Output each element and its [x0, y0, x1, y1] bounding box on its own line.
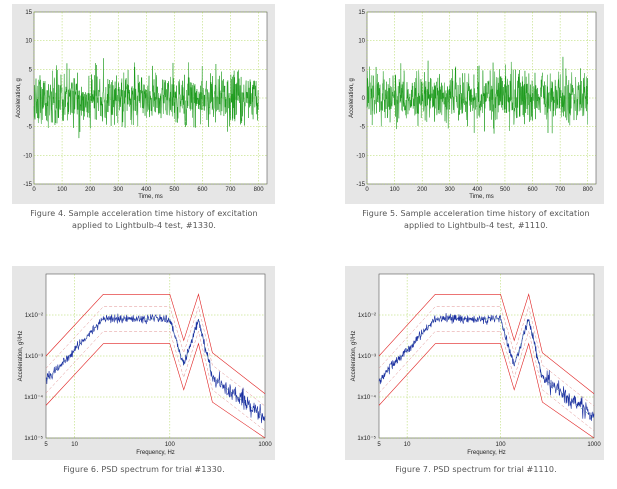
acceleration-series-line [33, 58, 259, 139]
x-tick-label: 5 [377, 442, 381, 448]
x-tick-label: 500 [500, 187, 511, 193]
figure-7-psd-chart: 5 10 100 1000 1x10⁻² 1x10⁻³ 1x10⁻⁴ 1x10⁻⁵ Freque… [351, 273, 601, 456]
y-tick-label: 1x10⁻⁴ [357, 394, 376, 401]
y-tick-label: 0 [29, 96, 33, 102]
y-axis-label: Acceleration, g [16, 78, 22, 118]
x-tick-label: 500 [169, 187, 180, 193]
figure-5-panel: 0 100 200 300 400 500 600 700 800 -15 -10 -5 0 5 10 15 T… [345, 4, 604, 204]
figure-5-caption-line-1: Figure 5. Sample acceleration time histo… [362, 209, 590, 218]
y-tick-label: 15 [25, 10, 32, 16]
y-tick-label: 1x10⁻⁵ [357, 435, 376, 442]
y-tick-label: -5 [27, 125, 33, 131]
figure-6-psd-chart: 5 10 100 1000 1x10⁻² 1x10⁻³ 1x10⁻⁴ 1x10⁻⁵ Freque… [18, 273, 272, 456]
figure-6-caption: Figure 6. PSD spectrum for trial #1330. [0, 464, 294, 476]
x-tick-label: 200 [417, 187, 428, 193]
y-tick-label: -10 [23, 153, 32, 159]
figure-6-caption-line-1: Figure 6. PSD spectrum for trial #1330. [63, 465, 225, 474]
x-tick-label: 100 [390, 187, 401, 193]
x-tick-label: 700 [225, 187, 236, 193]
figure-6-panel: 5 10 100 1000 1x10⁻² 1x10⁻³ 1x10⁻⁴ 1x10⁻⁵ Freque… [12, 266, 275, 460]
x-tick-label: 400 [472, 187, 483, 193]
plot-area [378, 273, 595, 439]
y-tick-label: 1x10⁻² [25, 313, 43, 319]
y-tick-label: 5 [362, 67, 366, 73]
y-axis-label: Acceleration, g²/Hz [18, 331, 24, 382]
x-tick-label: 800 [254, 187, 265, 193]
x-tick-label: 5 [44, 442, 48, 448]
alarm-limit-lower [378, 330, 595, 431]
abort-limit-upper [378, 293, 595, 394]
y-tick-label: 1x10⁻³ [358, 354, 376, 360]
y-tick-label: -10 [356, 153, 365, 159]
x-axis-label: Frequency, Hz [136, 450, 175, 456]
x-tick-label: 0 [365, 187, 369, 193]
alarm-limit-upper [45, 305, 266, 407]
measured-psd-line [378, 312, 595, 421]
figure-5-caption: Figure 5. Sample acceleration time histo… [326, 208, 617, 232]
x-tick-label: 600 [528, 187, 539, 193]
alarm-limit-upper [378, 305, 595, 407]
abort-limit-lower [378, 342, 595, 439]
figure-7-panel: 5 10 100 1000 1x10⁻² 1x10⁻³ 1x10⁻⁴ 1x10⁻⁵ Freque… [345, 266, 604, 460]
figure-7-caption: Figure 7. PSD spectrum for trial #1110. [326, 464, 617, 476]
x-tick-label: 10 [404, 442, 411, 448]
x-tick-label: 700 [555, 187, 566, 193]
y-tick-label: 1x10⁻² [358, 313, 376, 319]
x-axis-label: Frequency, Hz [467, 450, 506, 456]
x-tick-label: 400 [141, 187, 152, 193]
figure-4-caption-line-2: applied to Lightbulb-4 test, #1330. [71, 221, 217, 230]
x-tick-label: 100 [496, 442, 507, 448]
x-tick-label: 300 [445, 187, 456, 193]
y-tick-label: 1x10⁻⁵ [24, 435, 43, 442]
x-tick-label: 100 [165, 442, 176, 448]
x-tick-label: 200 [85, 187, 96, 193]
x-axis-label: Time, ms [469, 194, 493, 200]
figure-5-caption-line-2: applied to Lightbulb-4 test, #1110. [403, 221, 549, 230]
x-axis-label: Time, ms [138, 194, 162, 200]
figure-7-caption-line-1: Figure 7. PSD spectrum for trial #1110. [395, 465, 557, 474]
x-tick-label: 800 [583, 187, 594, 193]
x-tick-label: 1000 [587, 442, 601, 448]
x-tick-label: 100 [57, 187, 68, 193]
x-tick-label: 0 [32, 187, 36, 193]
y-axis-label: Acceleration, g²/Hz [351, 331, 357, 382]
figure-5-time-history-chart: 0 100 200 300 400 500 600 700 800 -15 -10 -5 0 5 10 15 T… [349, 10, 597, 200]
x-tick-label: 10 [71, 442, 78, 448]
x-tick-label: 1000 [258, 442, 272, 448]
y-tick-label: -15 [356, 182, 365, 188]
y-tick-label: 1x10⁻³ [25, 354, 43, 360]
acceleration-series-line [366, 56, 588, 134]
abort-limit-lower [45, 342, 266, 439]
measured-psd-line [45, 313, 266, 424]
figure-4-caption: Figure 4. Sample acceleration time histo… [0, 208, 294, 232]
y-tick-label: 1x10⁻⁴ [24, 394, 43, 401]
x-tick-label: 300 [113, 187, 124, 193]
x-tick-label: 600 [197, 187, 208, 193]
figure-4-panel: 0 100 200 300 400 500 600 700 800 -15 -10 -5 0 5 10 15 T… [12, 4, 275, 204]
y-tick-label: 5 [29, 67, 33, 73]
y-tick-label: -5 [360, 125, 366, 131]
figure-4-time-history-chart: 0 100 200 300 400 500 600 700 800 -15 -10 -5 0 5 10 15 T… [16, 10, 268, 200]
y-tick-label: 10 [25, 39, 32, 45]
alarm-limit-lower [45, 330, 266, 431]
y-tick-label: -15 [23, 182, 32, 188]
y-tick-label: 15 [358, 10, 365, 16]
abort-limit-upper [45, 293, 266, 394]
y-axis-label: Acceleration, g [349, 78, 355, 118]
y-tick-label: 10 [358, 39, 365, 45]
figure-4-caption-line-1: Figure 4. Sample acceleration time histo… [30, 209, 258, 218]
y-tick-label: 0 [362, 96, 366, 102]
